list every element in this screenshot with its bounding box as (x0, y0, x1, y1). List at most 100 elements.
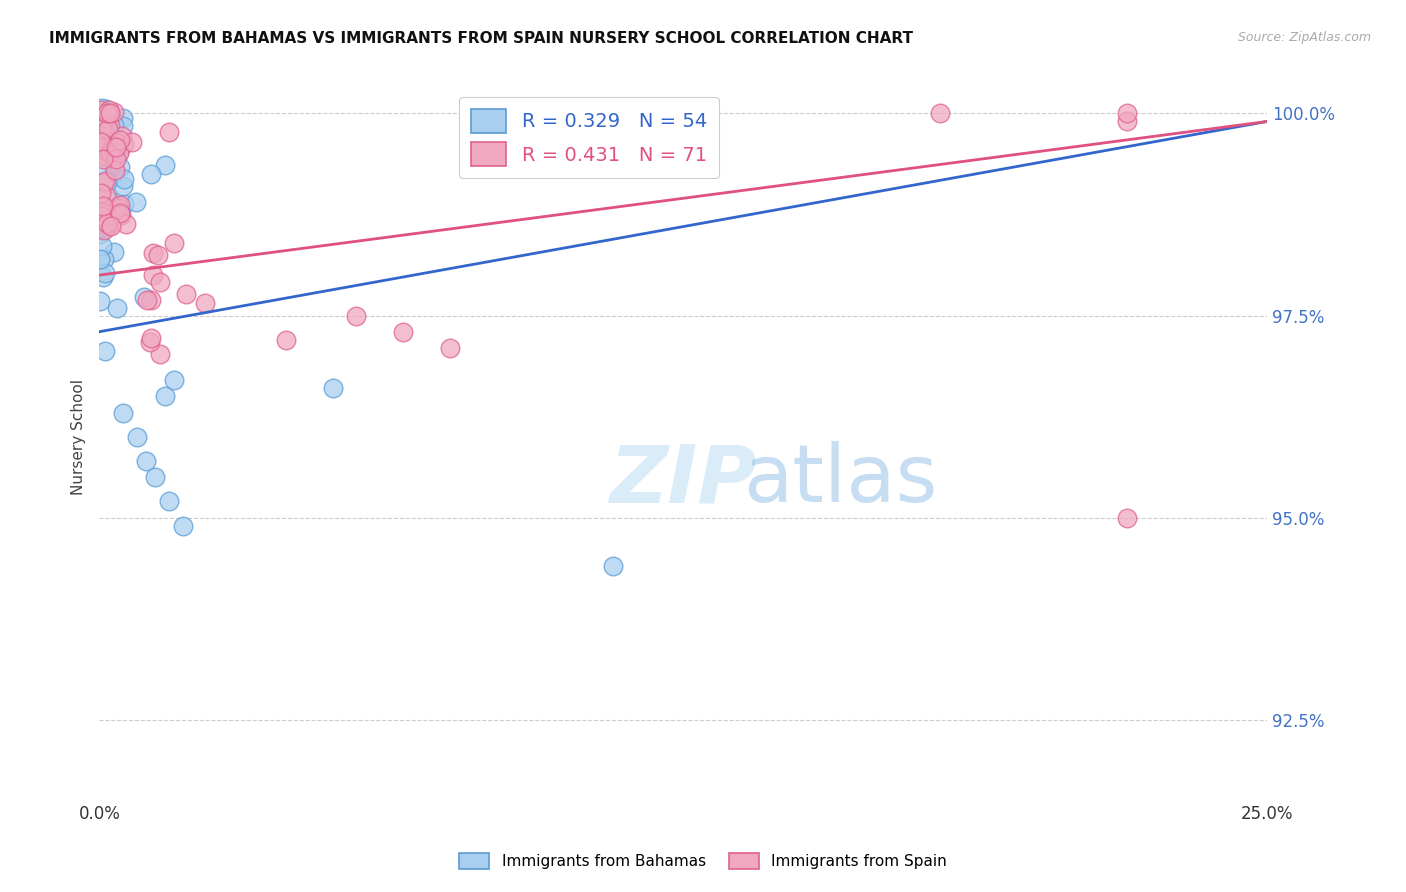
Point (108, 197, 131, 211)
Point (107, 136, 129, 151)
Point (100, 219, 122, 233)
Point (91, 199, 114, 213)
Point (104, 163, 127, 178)
Point (125, 430, 148, 444)
Point (91, 269, 114, 284)
Point (322, 381, 344, 395)
Y-axis label: Nursery School: Nursery School (72, 379, 86, 495)
Point (90, 145, 112, 159)
Point (97, 218, 120, 232)
Point (132, 290, 155, 304)
Point (439, 341, 461, 355)
Point (344, 309, 367, 323)
Point (105, 140, 128, 154)
Point (93, 143, 115, 157)
Point (90, 101, 112, 115)
Point (89, 252, 111, 266)
Point (90, 209, 112, 223)
Point (142, 268, 165, 282)
Point (145, 470, 167, 484)
Point (93, 153, 115, 167)
Point (142, 246, 165, 260)
Text: atlas: atlas (744, 442, 938, 519)
Point (96, 175, 118, 189)
Point (110, 208, 132, 222)
Point (93, 344, 115, 359)
Point (112, 120, 135, 134)
Point (93, 252, 115, 266)
Point (90, 186, 112, 201)
Point (1115, 106, 1137, 120)
Point (149, 347, 172, 361)
Point (153, 389, 176, 403)
Point (93, 206, 115, 220)
Point (111, 129, 134, 144)
Point (640, 106, 662, 120)
Point (94, 174, 117, 188)
Point (115, 217, 138, 231)
Point (98, 120, 121, 134)
Point (105, 301, 128, 315)
Point (136, 293, 159, 307)
Point (98, 194, 121, 208)
Point (91, 139, 114, 153)
Legend: Immigrants from Bahamas, Immigrants from Spain: Immigrants from Bahamas, Immigrants from… (453, 847, 953, 875)
Point (90, 239, 112, 253)
Point (159, 125, 181, 139)
Point (98, 106, 121, 120)
Point (125, 194, 148, 209)
Point (159, 494, 181, 508)
Point (93, 149, 115, 163)
Point (96, 217, 118, 231)
Point (91, 136, 114, 151)
Point (153, 157, 176, 171)
Point (89, 227, 111, 241)
Point (146, 247, 169, 261)
Point (107, 145, 129, 159)
Point (108, 133, 131, 147)
Point (93, 106, 115, 120)
Point (101, 139, 124, 153)
Point (98, 146, 121, 161)
Point (90, 218, 112, 232)
Point (112, 136, 135, 151)
Point (91, 202, 114, 216)
Point (89, 222, 111, 236)
Point (121, 136, 143, 150)
Point (100, 109, 122, 123)
Text: IMMIGRANTS FROM BAHAMAS VS IMMIGRANTS FROM SPAIN NURSERY SCHOOL CORRELATION CHAR: IMMIGRANTS FROM BAHAMAS VS IMMIGRANTS FR… (49, 31, 914, 46)
Point (139, 330, 162, 344)
Point (100, 156, 122, 170)
Point (96, 106, 118, 120)
Point (149, 275, 172, 289)
Point (110, 206, 132, 220)
Point (174, 287, 197, 301)
Point (108, 146, 131, 161)
Point (90, 147, 112, 161)
Text: ZIP: ZIP (609, 442, 756, 519)
Point (103, 105, 125, 120)
Point (1115, 114, 1137, 128)
Point (94, 124, 117, 138)
Point (90, 121, 112, 136)
Point (111, 112, 134, 126)
Point (100, 119, 122, 133)
Point (98, 103, 121, 117)
Point (91, 176, 114, 190)
Point (139, 335, 162, 350)
Point (139, 293, 162, 307)
Point (93, 266, 115, 280)
Point (173, 518, 195, 533)
Point (103, 244, 125, 259)
Point (97, 121, 120, 136)
Point (112, 171, 135, 186)
Point (163, 373, 186, 387)
Point (93, 223, 115, 237)
Point (90, 135, 112, 149)
Point (163, 236, 186, 251)
Point (91, 135, 114, 149)
Point (392, 325, 415, 339)
Point (101, 150, 124, 164)
Point (107, 201, 129, 215)
Point (104, 200, 127, 214)
